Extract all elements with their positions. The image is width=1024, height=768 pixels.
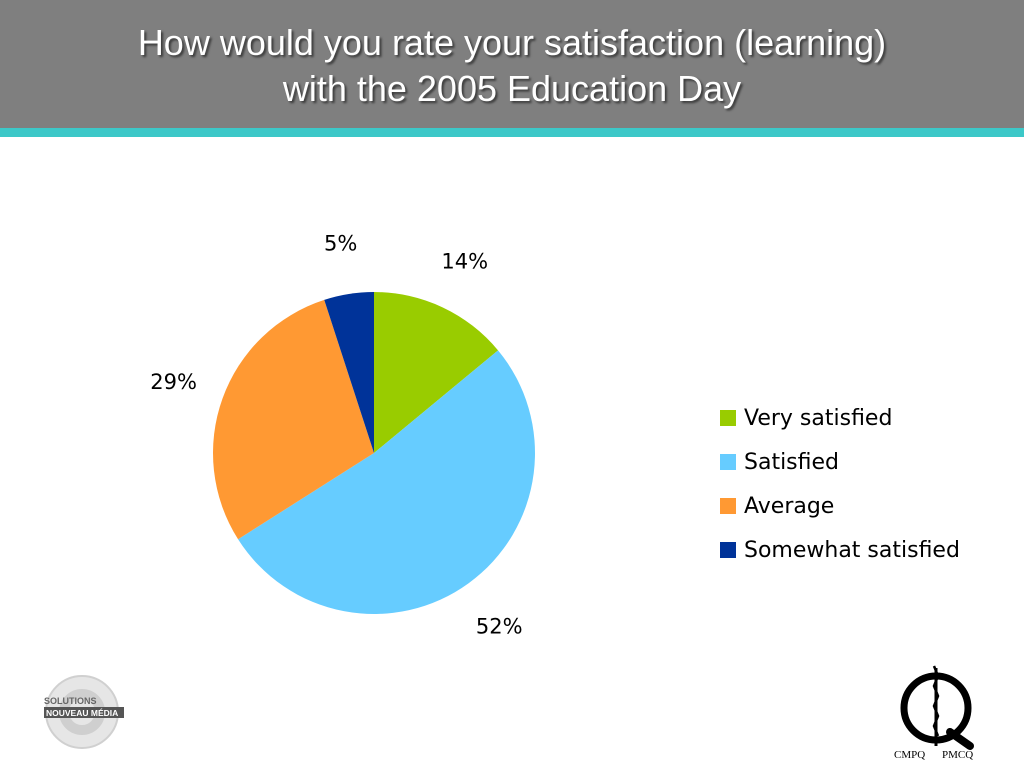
pie-slice-very-satisfied (374, 292, 499, 453)
legend-swatch (720, 454, 736, 470)
legend-label: Somewhat satisfied (744, 537, 960, 563)
legend-swatch (720, 542, 736, 558)
legend-swatch (720, 498, 736, 514)
legend-item-somewhat-satisfied: Somewhat satisfied (720, 528, 960, 572)
legend-item-very-satisfied: Very satisfied (720, 396, 960, 440)
slide-title-line-2: with the 2005 Education Day (282, 68, 742, 109)
legend-item-satisfied: Satisfied (720, 440, 960, 484)
slide-title-line-1: How would you rate your satisfaction (le… (137, 22, 887, 63)
svg-text:PMCQ: PMCQ (942, 749, 973, 761)
data-label-average: 29% (150, 370, 197, 394)
legend-label: Average (744, 493, 835, 519)
legend-item-average: Average (720, 484, 960, 528)
legend-label: Very satisfied (744, 405, 893, 431)
svg-text:NOUVEAU MÉDIA: NOUVEAU MÉDIA (46, 708, 118, 718)
data-label-very-satisfied: 14% (441, 249, 488, 273)
title-underline (0, 128, 1024, 137)
cmpq-pmcq-logo: CMPQ PMCQ (894, 665, 974, 761)
svg-text:SOLUTIONS: SOLUTIONS (44, 696, 97, 706)
data-label-satisfied: 52% (476, 614, 523, 638)
pie-slice-somewhat-satisfied (324, 292, 374, 453)
data-label-somewhat-satisfied: 5% (324, 232, 357, 256)
slide-title: How would you rate your satisfaction (le… (40, 20, 984, 112)
solutions-nouveau-media-logo: SOLUTIONS NOUVEAU MÉDIA (44, 675, 124, 749)
legend-swatch (720, 410, 736, 426)
title-bar (0, 0, 1024, 128)
pie-slice-satisfied (238, 350, 535, 614)
chart-legend: Very satisfied Satisfied Average Somewhat s… (720, 396, 960, 572)
legend-label: Satisfied (744, 449, 840, 475)
svg-text:CMPQ: CMPQ (894, 749, 925, 761)
pie-slice-average (213, 299, 374, 540)
